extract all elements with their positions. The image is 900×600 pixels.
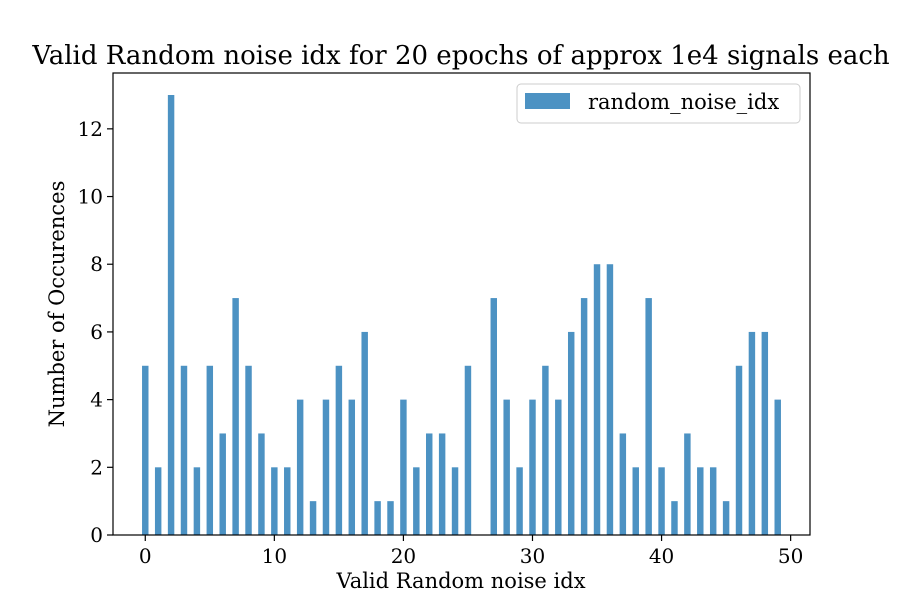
bar <box>374 501 381 535</box>
y-tick-label: 12 <box>78 117 103 141</box>
bar <box>438 433 446 535</box>
bar <box>335 365 343 535</box>
y-tick-label: 10 <box>78 185 103 209</box>
x-tick-label: 0 <box>139 544 152 568</box>
y-tick-label: 8 <box>90 252 103 276</box>
bar <box>271 467 278 535</box>
x-tick-label: 20 <box>391 544 416 568</box>
legend-swatch <box>525 93 570 109</box>
bar <box>206 365 214 535</box>
bar <box>167 95 175 535</box>
bar <box>606 264 614 535</box>
bar <box>426 433 433 535</box>
bar <box>503 399 510 535</box>
bar <box>322 399 330 535</box>
bar <box>232 298 239 535</box>
bar <box>658 467 665 535</box>
bar <box>735 365 743 535</box>
x-axis: 0 10 20 30 40 50 <box>139 535 803 568</box>
y-axis-label: Number of Occurences <box>45 181 69 428</box>
plot-frame <box>112 72 811 536</box>
bar <box>180 365 188 535</box>
x-tick-label: 30 <box>520 544 545 568</box>
bar <box>697 467 704 535</box>
bar <box>645 298 652 535</box>
bar <box>154 467 162 535</box>
bar <box>309 501 317 535</box>
legend-label: random_noise_idx <box>588 90 779 114</box>
x-tick-label: 50 <box>778 544 803 568</box>
x-tick-label: 10 <box>262 544 287 568</box>
bar <box>464 365 472 535</box>
bar <box>193 467 201 535</box>
bar <box>580 298 588 535</box>
bars-layer <box>142 95 781 535</box>
bar <box>529 399 536 535</box>
y-tick-label: 6 <box>90 320 103 344</box>
legend-box <box>516 83 801 124</box>
bar <box>619 433 627 535</box>
bar <box>567 331 575 535</box>
y-tick-label: 4 <box>90 388 103 412</box>
bar <box>684 433 691 535</box>
bar <box>413 467 420 535</box>
bar <box>748 331 756 535</box>
bar <box>284 467 291 535</box>
bar <box>709 467 717 535</box>
bar <box>671 501 678 535</box>
chart-title: Valid Random noise idx for 20 epochs of … <box>31 41 890 71</box>
y-axis: 0 2 4 6 8 10 12 <box>78 117 113 547</box>
bar <box>296 399 304 535</box>
y-tick-label: 2 <box>90 455 103 479</box>
bar <box>722 501 730 535</box>
bar <box>542 365 549 535</box>
bar <box>774 399 781 535</box>
y-tick-label: 0 <box>90 523 103 547</box>
x-tick-label: 40 <box>649 544 674 568</box>
bar <box>555 399 562 535</box>
bar <box>361 331 368 535</box>
bar <box>245 365 252 535</box>
bar <box>348 399 356 535</box>
bar <box>490 298 497 535</box>
bar <box>400 399 407 535</box>
bar <box>387 501 394 535</box>
legend: random_noise_idx <box>516 83 801 124</box>
bar <box>219 433 226 535</box>
x-axis-label: Valid Random noise idx <box>335 569 585 593</box>
bar <box>632 467 639 535</box>
bar <box>142 365 149 535</box>
bar <box>761 331 769 535</box>
bar <box>516 467 523 535</box>
bar <box>258 433 265 535</box>
bar <box>451 467 459 535</box>
bar <box>593 264 601 535</box>
